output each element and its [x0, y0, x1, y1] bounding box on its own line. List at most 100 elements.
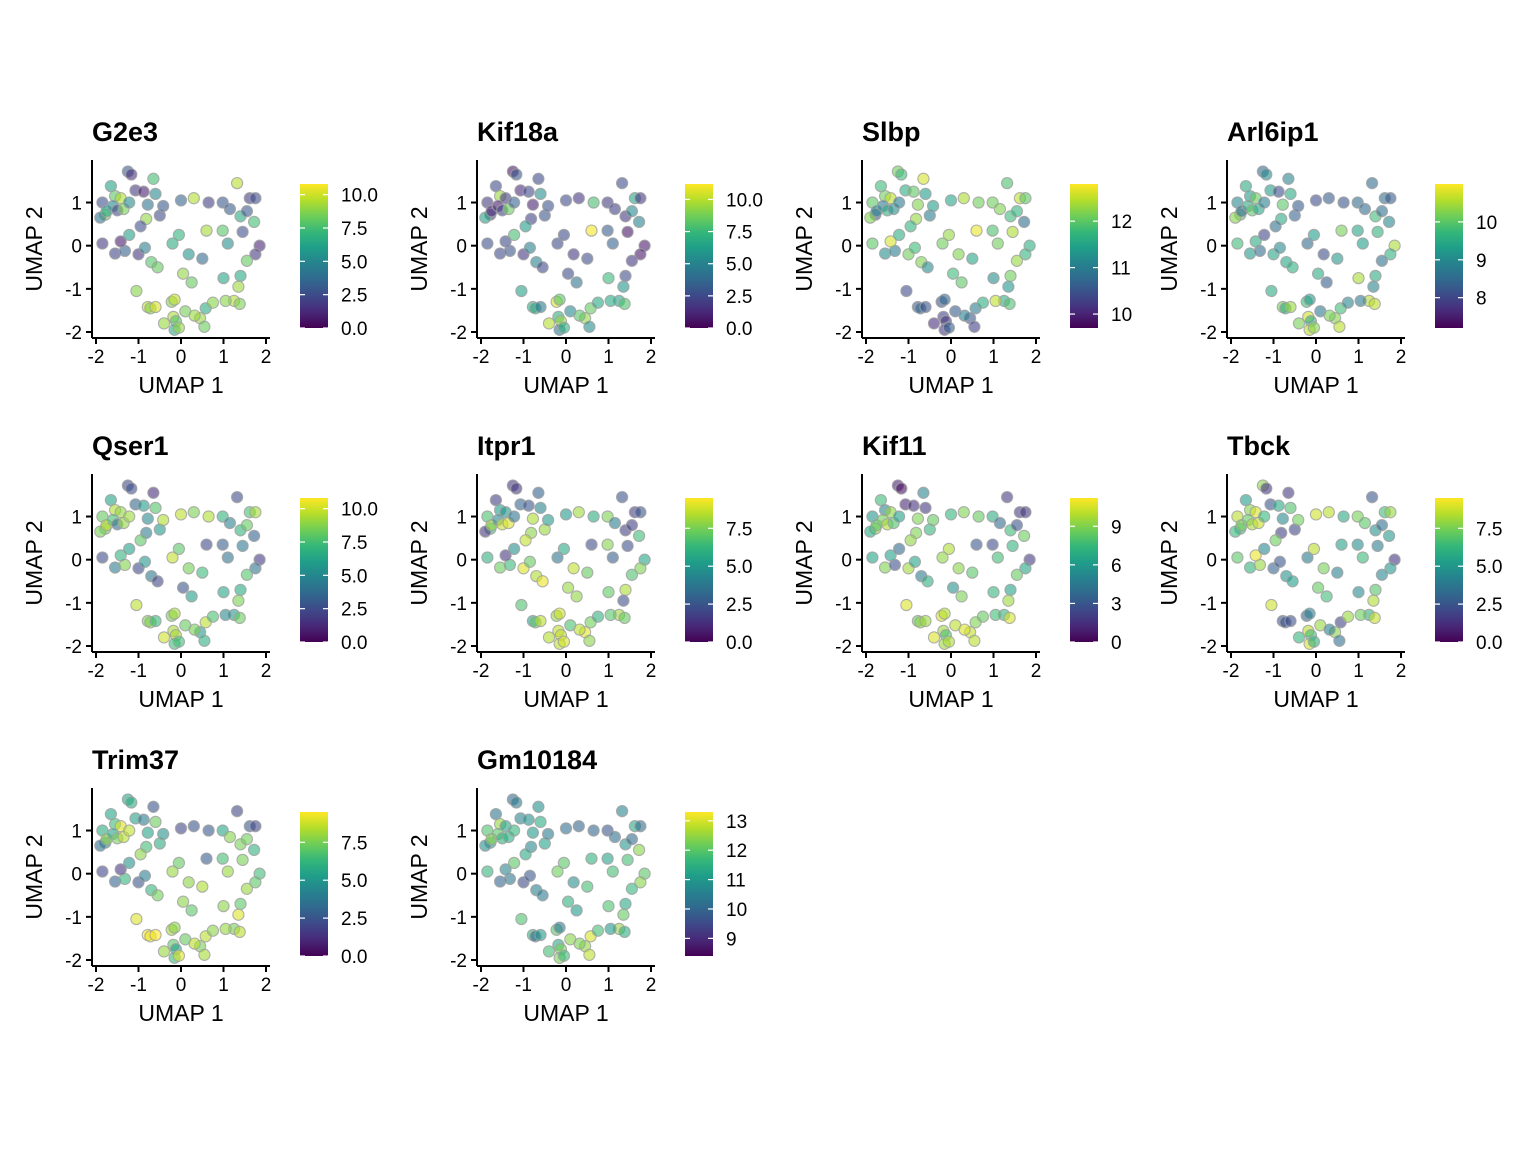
x-axis-label: UMAP 1: [138, 372, 223, 398]
x-tick-label: 0: [561, 347, 572, 368]
data-point: [1017, 215, 1031, 229]
data-point: [114, 235, 127, 248]
colorbar-tick-label: 9: [726, 929, 737, 950]
data-point: [952, 248, 965, 261]
y-axis-label: UMAP 2: [1156, 206, 1182, 291]
data-point: [976, 296, 990, 309]
colorbar-gradient: [300, 498, 328, 642]
data-point: [559, 194, 573, 207]
data-point: [202, 824, 215, 837]
data-point: [230, 490, 244, 504]
data-point: [1322, 506, 1335, 519]
data-point: [919, 187, 932, 201]
data-point: [1341, 296, 1355, 309]
data-point: [926, 199, 940, 213]
panel-title: Kif18a: [477, 117, 559, 147]
data-point: [202, 196, 215, 209]
data-point: [1301, 237, 1314, 250]
data-point: [919, 501, 932, 515]
data-point: [219, 922, 232, 936]
data-point: [532, 486, 545, 499]
data-point: [970, 538, 983, 551]
data-point: [515, 284, 528, 298]
data-point: [247, 843, 261, 857]
colorbar-gradient: [685, 812, 713, 956]
y-tick-label: 0: [456, 551, 467, 572]
data-point: [570, 904, 583, 917]
data-point: [515, 912, 528, 926]
colorbar-tick-label: 7.5: [726, 519, 752, 540]
data-point: [141, 826, 154, 839]
data-point: [234, 897, 247, 911]
data-point: [573, 623, 586, 636]
y-tick-label: 0: [456, 865, 467, 886]
data-point: [232, 908, 245, 921]
data-point: [526, 198, 540, 211]
scatter-points: [94, 793, 266, 964]
data-point: [1000, 176, 1014, 190]
colorbar-gradient: [1070, 498, 1098, 642]
data-point: [583, 320, 596, 333]
data-point: [1003, 611, 1016, 625]
x-tick-label: -1: [900, 347, 917, 368]
y-tick-label: -2: [835, 637, 852, 658]
y-tick-label: -2: [1200, 323, 1217, 344]
data-point: [523, 555, 537, 568]
data-point: [632, 215, 646, 229]
data-point: [581, 252, 594, 265]
data-point: [200, 852, 213, 865]
colorbar-tick-label: 11: [1111, 259, 1131, 280]
x-tick-label: 1: [218, 347, 229, 368]
data-point: [149, 501, 162, 515]
data-point: [957, 506, 970, 519]
data-point: [942, 228, 956, 242]
data-point: [236, 853, 249, 867]
y-tick-label: -1: [1200, 280, 1217, 301]
data-point: [1019, 562, 1032, 575]
data-point: [249, 820, 262, 833]
data-point: [168, 607, 181, 620]
data-point: [572, 820, 585, 833]
data-point: [938, 293, 951, 306]
data-point: [510, 482, 523, 495]
data-point: [991, 237, 1004, 250]
x-tick-label: 0: [176, 975, 187, 996]
data-point: [1276, 512, 1289, 525]
data-point: [1375, 205, 1389, 218]
data-point: [182, 876, 195, 889]
y-tick-label: -1: [450, 594, 467, 615]
data-point: [1331, 252, 1344, 265]
data-point: [919, 614, 932, 628]
data-point: [1010, 519, 1024, 532]
data-point: [604, 922, 617, 936]
y-tick-label: 1: [456, 822, 467, 843]
data-point: [236, 539, 249, 553]
data-point: [606, 551, 619, 564]
colorbar: 0.0 2.5 5.0 7.5: [300, 812, 367, 968]
data-point: [188, 937, 201, 950]
data-point: [892, 228, 906, 242]
data-point: [234, 269, 247, 283]
data-point: [557, 856, 571, 870]
data-point: [510, 796, 523, 809]
data-point: [958, 623, 971, 636]
data-point: [522, 499, 535, 512]
data-point: [942, 321, 956, 334]
colorbar-tick-label: 7.5: [341, 219, 367, 240]
colorbar: 0.0 2.5 5.0 7.5 10.0: [300, 184, 378, 340]
data-point: [1335, 224, 1348, 237]
data-point: [96, 551, 109, 564]
data-point: [1307, 542, 1321, 556]
data-point: [134, 220, 147, 233]
data-point: [972, 510, 985, 523]
data-point: [233, 611, 246, 625]
data-point: [221, 865, 234, 878]
data-point: [587, 510, 600, 523]
colorbar-tick-label: 12: [726, 841, 747, 862]
panel-arl6ip1: Arl6ip1 -2 -1 0 1 2 -2 -1 0 1 UMAP 1 UMAP 2 8 9 10: [1156, 117, 1497, 398]
x-tick-label: 1: [1353, 347, 1364, 368]
data-point: [157, 631, 171, 644]
x-axis-label: UMAP 1: [1273, 372, 1358, 398]
